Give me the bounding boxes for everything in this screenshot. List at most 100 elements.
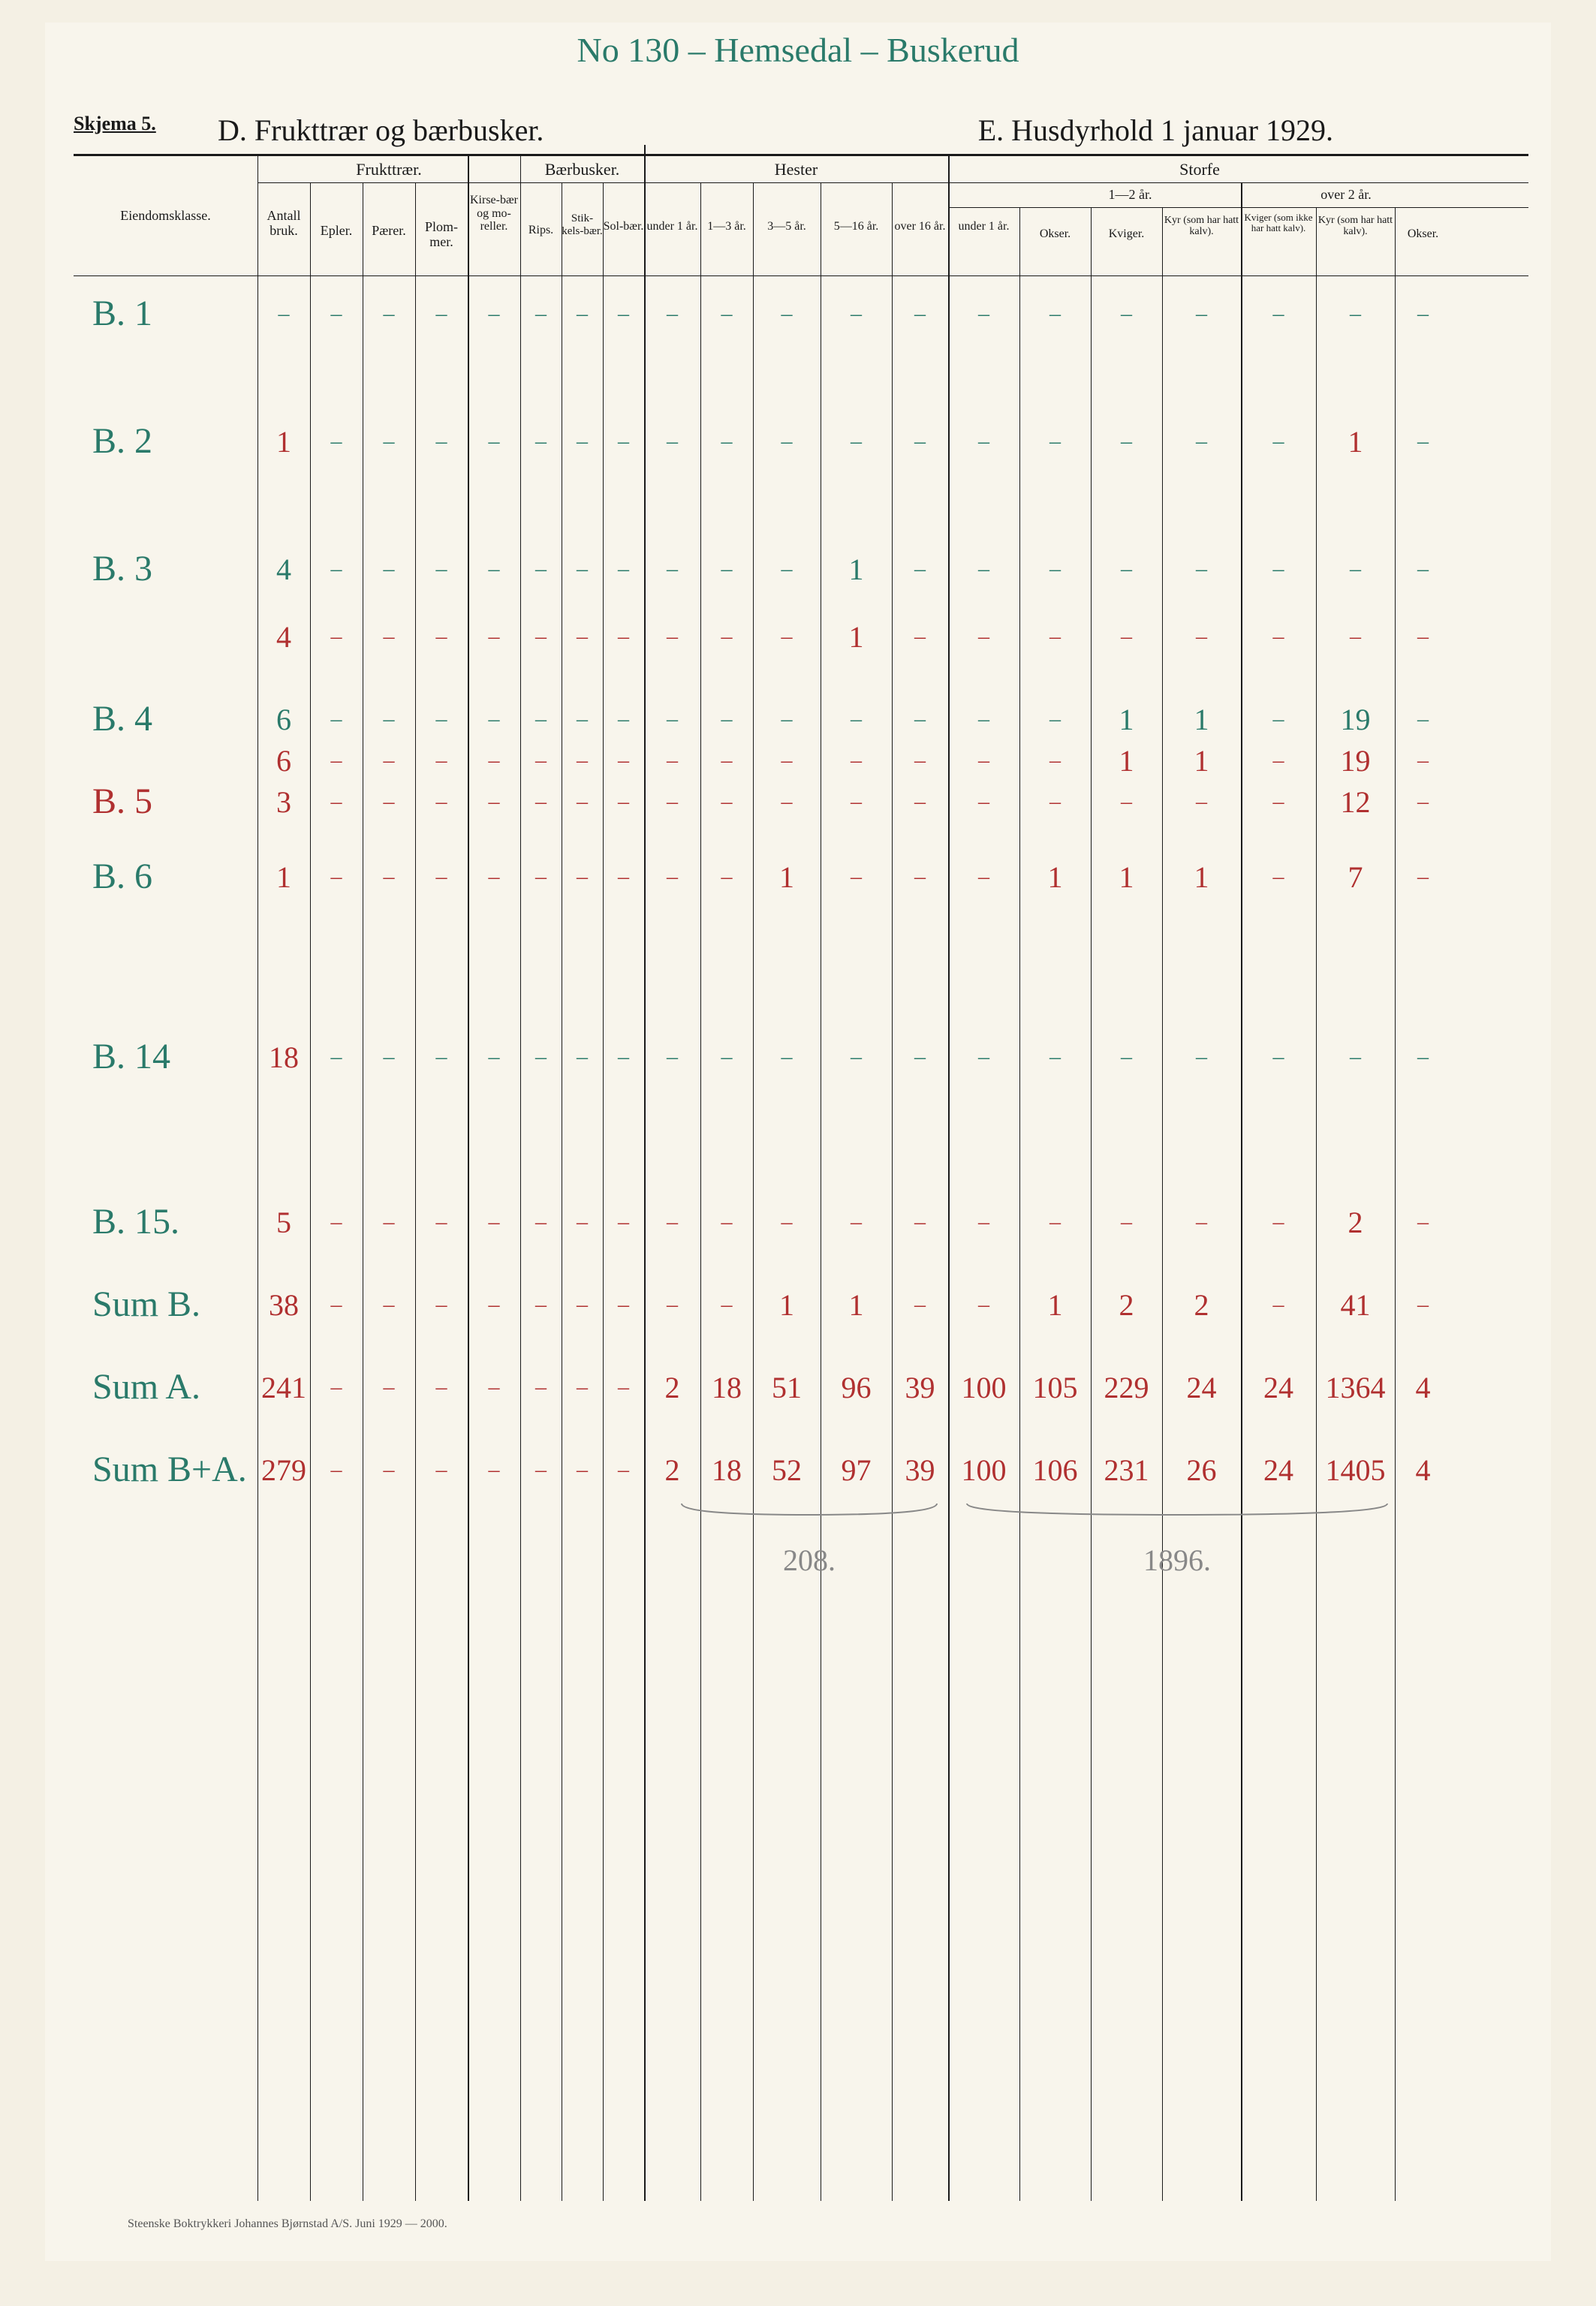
cell-solbaer: –	[603, 697, 644, 742]
cell-s_ky1: –	[1162, 779, 1241, 824]
title-d: D. Frukttrær og bærbusker.	[218, 113, 544, 148]
cell-s_ky2: 1405	[1316, 1447, 1395, 1492]
cell-antall: 6	[257, 697, 310, 742]
col-s-ok2: Okser.	[1395, 227, 1451, 241]
cell-h_13: 18	[700, 1447, 753, 1492]
cell-h_u1: –	[644, 738, 700, 783]
cell-stikkels: –	[562, 546, 603, 592]
col-eiendom: Eiendomsklasse.	[74, 209, 257, 224]
cell-stikkels: –	[562, 291, 603, 336]
cell-stikkels: –	[562, 779, 603, 824]
cell-s_ok1: –	[1019, 779, 1091, 824]
cell-h_516: –	[821, 291, 892, 336]
cell-epler: –	[310, 1200, 363, 1245]
cell-s_kv1: 1	[1091, 854, 1162, 899]
cell-epler: –	[310, 1447, 363, 1492]
cell-rips: –	[520, 1282, 562, 1327]
cell-s_ky1: –	[1162, 1200, 1241, 1245]
cell-s_ky2: 12	[1316, 779, 1395, 824]
cell-antall: 4	[257, 546, 310, 592]
bracket-hester: 208.	[674, 1500, 944, 1582]
cell-epler: –	[310, 738, 363, 783]
cell-solbaer: –	[603, 419, 644, 464]
cell-s_ok2: –	[1395, 779, 1451, 824]
cell-s_u1: –	[948, 419, 1019, 464]
cell-kirse: –	[468, 738, 520, 783]
cell-s_ok1: –	[1019, 291, 1091, 336]
cell-epler: –	[310, 614, 363, 659]
cell-paerer: –	[363, 546, 415, 592]
cell-s_ky2: 7	[1316, 854, 1395, 899]
cell-s_ky2: 1364	[1316, 1365, 1395, 1410]
cell-s_ky2: 41	[1316, 1282, 1395, 1327]
cell-h_o16: –	[892, 546, 948, 592]
row-label: B. 2	[92, 420, 152, 462]
cell-h_516: 1	[821, 614, 892, 659]
cell-h_o16: –	[892, 1034, 948, 1079]
row-label: Sum A.	[92, 1366, 200, 1407]
cell-h_35: –	[753, 697, 821, 742]
cell-s_ok2: –	[1395, 738, 1451, 783]
cell-s_ok1: –	[1019, 1200, 1091, 1245]
col-kirse: Kirse-bær og mo-reller.	[468, 194, 520, 233]
cell-solbaer: –	[603, 546, 644, 592]
cell-rips: –	[520, 1034, 562, 1079]
cell-kirse: –	[468, 779, 520, 824]
cell-s_u1: –	[948, 291, 1019, 336]
cell-rips: –	[520, 738, 562, 783]
col-s-ky1: Kyr (som har hatt kalv).	[1162, 215, 1241, 238]
cell-stikkels: –	[562, 419, 603, 464]
cell-paerer: –	[363, 779, 415, 824]
cell-rips: –	[520, 1200, 562, 1245]
table-row: B. 1418–––––––––––––––––––	[74, 1034, 1528, 1079]
cell-solbaer: –	[603, 1365, 644, 1410]
cell-h_o16: –	[892, 1200, 948, 1245]
cell-solbaer: –	[603, 291, 644, 336]
cell-antall: 5	[257, 1200, 310, 1245]
col-paerer: Pærer.	[363, 224, 415, 239]
cell-paerer: –	[363, 1365, 415, 1410]
cell-kirse: –	[468, 291, 520, 336]
cell-s_ok1: –	[1019, 738, 1091, 783]
cell-s_kv2: –	[1241, 854, 1316, 899]
cell-epler: –	[310, 697, 363, 742]
table-row: 4––––––––––1––––––––	[74, 614, 1528, 659]
col-stikkels: Stik-kels-bær.	[562, 212, 603, 237]
cell-h_35: –	[753, 1200, 821, 1245]
cell-s_kv1: 1	[1091, 697, 1162, 742]
table-header: Eiendomsklasse. Antall bruk. Frukttrær. …	[74, 156, 1528, 276]
cell-epler: –	[310, 291, 363, 336]
cell-h_516: 1	[821, 1282, 892, 1327]
cell-antall: 1	[257, 854, 310, 899]
cell-h_13: –	[700, 546, 753, 592]
cell-s_u1: –	[948, 697, 1019, 742]
cell-rips: –	[520, 697, 562, 742]
cell-plommer: –	[415, 419, 468, 464]
cell-s_ok2: –	[1395, 854, 1451, 899]
cell-plommer: –	[415, 1282, 468, 1327]
row-label: Sum B+A.	[92, 1449, 247, 1490]
col-s-kv2: Kviger (som ikke har hatt kalv).	[1241, 212, 1316, 234]
cell-h_o16: –	[892, 738, 948, 783]
cell-stikkels: –	[562, 614, 603, 659]
cell-h_u1: –	[644, 1282, 700, 1327]
cell-h_13: 18	[700, 1365, 753, 1410]
cell-s_u1: 100	[948, 1365, 1019, 1410]
cell-h_u1: 2	[644, 1365, 700, 1410]
col-s-ok1: Okser.	[1019, 227, 1091, 241]
cell-h_35: –	[753, 738, 821, 783]
cell-antall: 3	[257, 779, 310, 824]
cell-kirse: –	[468, 1282, 520, 1327]
cell-plommer: –	[415, 779, 468, 824]
col-s-ky2: Kyr (som har hatt kalv).	[1316, 215, 1395, 238]
col-antall: Antall bruk.	[257, 209, 310, 239]
cell-s_ok2: –	[1395, 614, 1451, 659]
cell-h_35: –	[753, 779, 821, 824]
cell-s_ky1: 26	[1162, 1447, 1241, 1492]
col-s-u1: under 1 år.	[948, 220, 1019, 233]
cell-rips: –	[520, 291, 562, 336]
main-table: Eiendomsklasse. Antall bruk. Frukttrær. …	[74, 154, 1528, 2201]
cell-plommer: –	[415, 291, 468, 336]
cell-solbaer: –	[603, 1034, 644, 1079]
cell-h_13: –	[700, 738, 753, 783]
